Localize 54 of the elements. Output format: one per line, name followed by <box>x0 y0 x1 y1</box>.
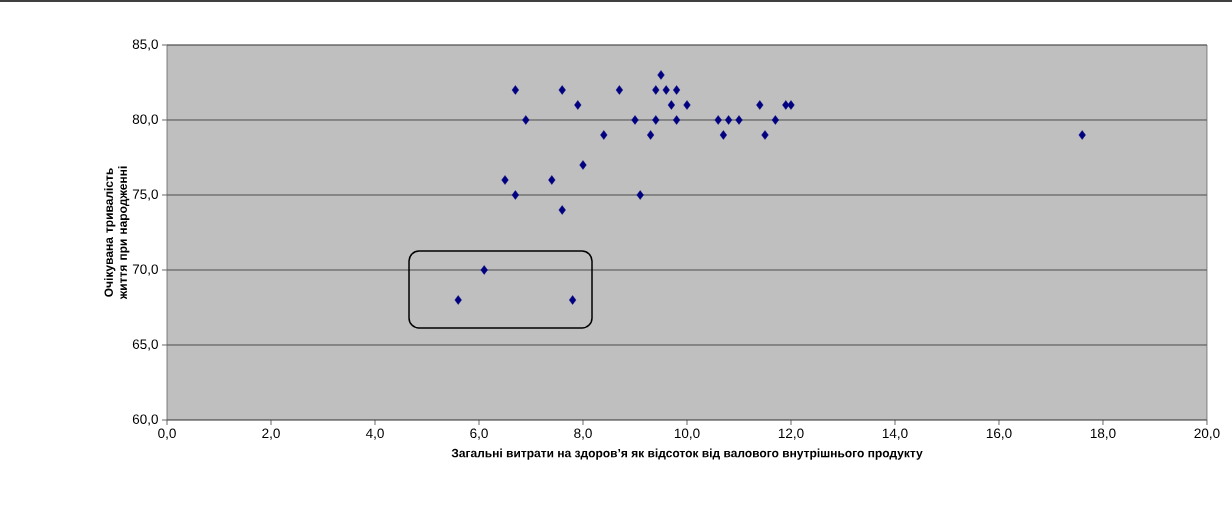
x-tick-label: 8,0 <box>574 428 592 440</box>
point <box>657 70 665 80</box>
point <box>579 160 587 170</box>
point <box>647 130 655 140</box>
y-tick-label: 75,0 <box>132 189 158 201</box>
point <box>735 115 743 125</box>
point <box>548 175 556 185</box>
x-tick-label: 14,0 <box>882 428 908 440</box>
point <box>714 115 722 125</box>
x-tick-label: 12,0 <box>778 428 804 440</box>
y-tick-label: 70,0 <box>132 264 158 276</box>
point <box>719 130 727 140</box>
y-axis-title: Очікувана тривалість життя при народженні <box>104 166 130 300</box>
x-tick-label: 16,0 <box>986 428 1012 440</box>
point <box>673 85 681 95</box>
point <box>673 115 681 125</box>
point <box>652 85 660 95</box>
point <box>667 100 675 110</box>
point <box>615 85 623 95</box>
x-tick-label: 0,0 <box>158 428 176 440</box>
y-tick-label: 65,0 <box>132 339 158 351</box>
point <box>652 115 660 125</box>
x-tick-label: 10,0 <box>674 428 700 440</box>
y-tick-label: 85,0 <box>132 39 158 51</box>
y-tick-label: 80,0 <box>132 114 158 126</box>
point <box>771 115 779 125</box>
point <box>782 100 790 110</box>
point <box>511 85 519 95</box>
x-tick-label: 20,0 <box>1194 428 1220 440</box>
point <box>600 130 608 140</box>
point <box>501 175 509 185</box>
point <box>631 115 639 125</box>
x-tick-label: 18,0 <box>1090 428 1116 440</box>
x-tick-label: 2,0 <box>262 428 280 440</box>
x-axis-title: Загальні витрати на здоров’я як відсоток від валового внутрішнього продукту <box>451 448 923 460</box>
point <box>725 115 733 125</box>
point <box>662 85 670 95</box>
point <box>683 100 691 110</box>
point <box>756 100 764 110</box>
point <box>761 130 769 140</box>
point <box>522 115 530 125</box>
point <box>569 295 577 305</box>
point <box>787 100 795 110</box>
x-tick-label: 6,0 <box>470 428 488 440</box>
point <box>454 295 462 305</box>
point <box>558 205 566 215</box>
point <box>558 85 566 95</box>
x-tick-label: 4,0 <box>365 428 384 440</box>
point <box>511 190 519 200</box>
point <box>636 190 644 200</box>
y-tick-label: 60,0 <box>132 414 158 426</box>
point <box>574 100 582 110</box>
point <box>1078 130 1086 140</box>
point <box>480 265 488 275</box>
